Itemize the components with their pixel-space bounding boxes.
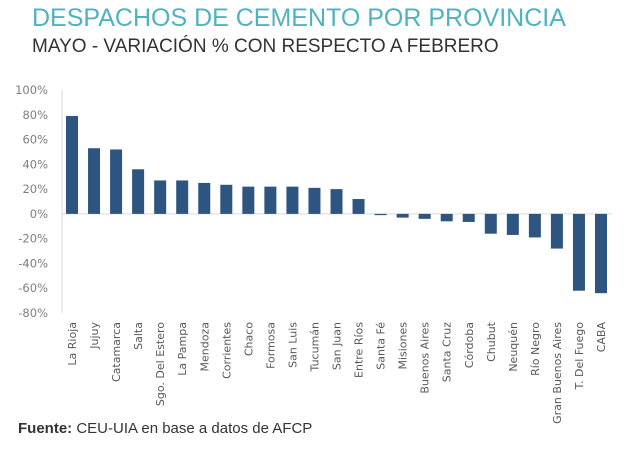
x-tick-label: Santa Fé	[375, 322, 388, 370]
x-tick-label: CABA	[595, 322, 608, 353]
chart-subtitle: MAYO - VARIACIÓN % CON RESPECTO A FEBRER…	[32, 36, 499, 57]
x-tick-label: Neuquén	[507, 322, 520, 372]
x-tick-label: Santa Cruz	[441, 322, 454, 382]
x-tick-label: La Pampa	[176, 322, 189, 376]
y-tick-label: 60%	[22, 133, 48, 147]
x-tick-label: Tucumán	[308, 322, 321, 372]
bar-chaco	[242, 186, 255, 214]
x-tick-label: Chubut	[485, 321, 498, 362]
x-tick-label: San Juan	[331, 322, 344, 370]
x-tick-label: Gran Buenos Aires	[551, 322, 564, 424]
x-tick-label: Chaco	[242, 322, 255, 356]
bar-tucum-n	[308, 187, 321, 214]
bar-caba	[595, 213, 607, 294]
bar-formosa	[264, 186, 277, 214]
source-text: CEU-UIA en base a datos de AFCP	[76, 420, 313, 437]
y-tick-label: -20%	[18, 232, 48, 246]
y-tick-label: -40%	[18, 256, 48, 270]
bar-entre-r-os	[352, 199, 365, 214]
bar-r-o-negro	[528, 213, 541, 238]
x-tick-label: Catamarca	[110, 322, 123, 382]
bar-c-rdoba	[462, 213, 475, 222]
x-tick-label: Jujuy	[88, 322, 101, 350]
y-tick-label: -60%	[18, 281, 48, 295]
bar-la-pampa	[176, 180, 189, 214]
bar-san-luis	[286, 186, 299, 214]
x-tick-label: Misiones	[397, 322, 410, 370]
x-tick-label: Salta	[132, 322, 145, 350]
source-note: Fuente: CEU-UIA en base a datos de AFCP	[18, 420, 312, 437]
bar-misiones	[396, 213, 409, 218]
bar-mendoza	[198, 182, 211, 214]
y-tick-label: 100%	[15, 83, 48, 97]
bar-santa-f-	[374, 213, 387, 216]
bar-la-rioja	[66, 116, 78, 214]
bar-sgo-del-estero	[154, 180, 167, 214]
y-tick-label: 20%	[22, 182, 48, 196]
y-tick-label: 80%	[22, 108, 48, 122]
source-label: Fuente:	[18, 420, 73, 437]
bar-jujuy	[88, 148, 101, 214]
y-tick-label: 40%	[22, 157, 48, 171]
bar-catamarca	[110, 149, 123, 214]
x-tick-label: Formosa	[264, 322, 277, 369]
x-tick-label: Córdoba	[463, 322, 476, 368]
bar-santa-cruz	[440, 213, 453, 222]
x-tick-label: La Rioja	[66, 322, 79, 366]
x-tick-label: T. Del Fuego	[573, 322, 586, 391]
bar-corrientes	[220, 184, 233, 214]
bar-salta	[132, 169, 145, 214]
y-tick-label: 0%	[30, 207, 48, 221]
bar-gran-buenos-aires	[550, 213, 563, 249]
x-tick-label: Corrientes	[220, 322, 233, 379]
x-tick-label: Buenos Aires	[419, 322, 432, 394]
bar-san-juan	[330, 189, 343, 214]
x-tick-label: Mendoza	[198, 322, 211, 371]
bar-chubut	[484, 213, 497, 234]
bar-t-del-fuego	[572, 213, 585, 291]
y-tick-label: -80%	[18, 306, 48, 320]
bar-buenos-aires	[418, 213, 431, 219]
x-tick-label: Sgo. Del Estero	[154, 322, 167, 406]
chart-title: DESPACHOS DE CEMENTO POR PROVINCIA	[32, 4, 566, 32]
x-tick-label: Río Negro	[529, 322, 542, 376]
bar-neuqu-n	[506, 213, 519, 235]
x-tick-label: Entre Ríos	[353, 322, 366, 378]
x-tick-label: San Luis	[286, 322, 299, 368]
